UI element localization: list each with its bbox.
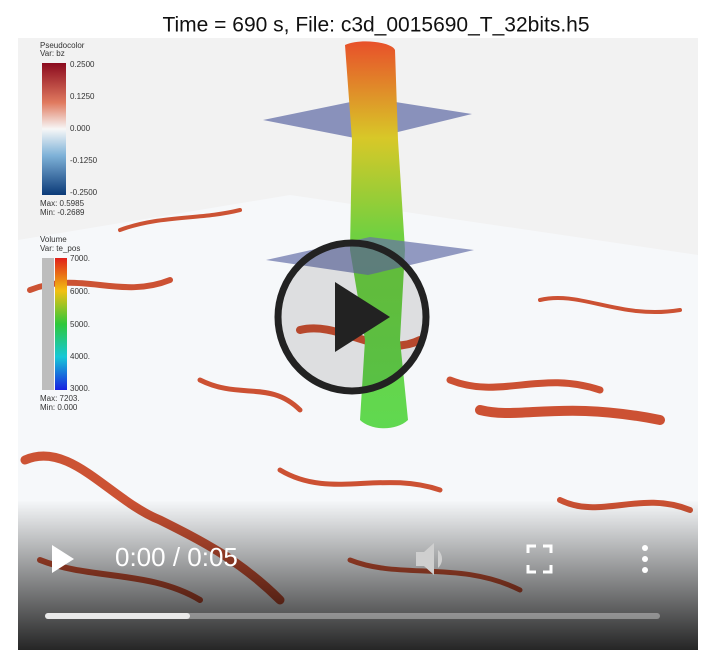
legend-tick: 7000.: [70, 254, 90, 263]
legend-var: Var: bz: [40, 49, 65, 58]
legend-tick: -0.1250: [70, 156, 98, 165]
legend-tick: 5000.: [70, 320, 90, 329]
legend-min: Min: -0.2689: [40, 208, 85, 217]
legend-max: Max: 7203.: [40, 394, 80, 403]
video-frame: [18, 38, 698, 650]
legend-tick: 4000.: [70, 352, 90, 361]
legend-tick: 6000.: [70, 287, 90, 296]
legend-title: Volume: [40, 235, 67, 244]
legend-max: Max: 0.5985: [40, 199, 85, 208]
legend-tick: -0.2500: [70, 188, 98, 197]
time-display: 0:00 / 0:05: [115, 542, 238, 572]
buffered-bar: [45, 613, 190, 619]
legend-volume: Volume Var: te_pos 7000. 6000. 5000. 400…: [40, 235, 90, 412]
menu-button[interactable]: [642, 545, 648, 573]
colorbar: [55, 258, 67, 390]
opacity-bar: [42, 258, 54, 390]
legend-tick: 3000.: [70, 384, 90, 393]
legend-tick: 0.000: [70, 124, 91, 133]
fullscreen-button[interactable]: [526, 544, 553, 574]
progress-track[interactable]: [45, 613, 660, 619]
volume-button[interactable]: [416, 543, 443, 575]
legend-title: Pseudocolor: [40, 41, 85, 50]
legend-var: Var: te_pos: [40, 244, 80, 253]
big-play-button[interactable]: [274, 239, 430, 395]
legend-tick: 0.1250: [70, 92, 95, 101]
colorbar: [42, 63, 66, 195]
legend-tick: 0.2500: [70, 60, 95, 69]
play-button[interactable]: [52, 545, 74, 573]
legend-min: Min: 0.000: [40, 403, 78, 412]
controls: 0:00 / 0:05: [45, 542, 660, 619]
legend-pseudocolor: Pseudocolor Var: bz 0.2500 0.1250 0.000 …: [40, 41, 98, 217]
title: Time = 690 s, File: c3d_0015690_T_32bits…: [162, 14, 589, 37]
